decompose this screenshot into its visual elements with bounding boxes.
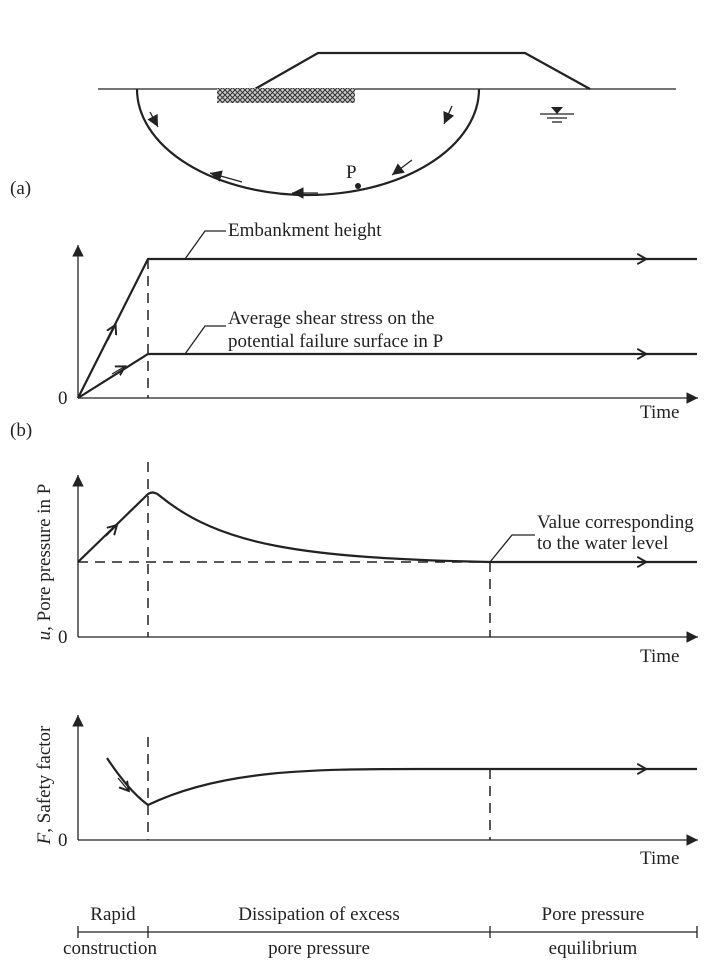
x-axis-label: Time <box>640 646 679 667</box>
panel-pore-pressure: Value corresponding to the water level u… <box>34 462 698 667</box>
water-level <box>540 107 574 123</box>
point-p <box>355 183 361 189</box>
soft-layer <box>217 88 355 103</box>
leader <box>184 325 226 355</box>
failure-surface <box>135 88 481 197</box>
phase-label: Dissipation of excess <box>238 904 399 925</box>
phase-label: Pore pressure <box>542 904 645 925</box>
safety-factor-curve <box>106 757 697 807</box>
panel-a: P (a) <box>10 51 676 199</box>
phase-timeline: Rapid construction Dissipation of excess… <box>63 904 698 959</box>
annotation: Embankment height <box>228 220 382 241</box>
annotation: to the water level <box>537 533 668 554</box>
leader <box>184 230 226 260</box>
pore-pressure-curve <box>77 491 697 564</box>
embankment <box>254 51 591 90</box>
origin-label: 0 <box>58 388 68 409</box>
arc-arrows <box>147 105 455 199</box>
phase-label: pore pressure <box>268 938 370 959</box>
annotation: potential failure surface in P <box>228 331 443 352</box>
x-axis-label: Time <box>640 402 679 423</box>
panel-b: Embankment height Average shear stress o… <box>10 220 698 441</box>
annotation: Average shear stress on the <box>228 308 434 329</box>
timeline-ticks <box>77 926 698 938</box>
point-label: P <box>346 162 357 183</box>
phase-label: construction <box>63 938 157 959</box>
leader <box>489 534 535 563</box>
embankment-height-line <box>77 257 697 399</box>
panel-label: (a) <box>10 178 31 199</box>
x-axis-label: Time <box>640 848 679 869</box>
line-arrows <box>108 259 645 374</box>
panel-safety-factor: F, Safety factor 0 Time <box>34 715 698 869</box>
phase-label: equilibrium <box>549 938 638 959</box>
origin-label: 0 <box>58 627 68 648</box>
y-axis-label: F, Safety factor <box>34 725 55 845</box>
line-arrows <box>105 526 645 562</box>
shear-stress-line <box>77 352 697 399</box>
origin-label: 0 <box>58 830 68 851</box>
y-axis-label: u, Pore pressure in P <box>34 484 55 641</box>
phase-label: Rapid <box>90 904 136 925</box>
line-arrows <box>117 769 645 790</box>
panel-label: (b) <box>10 420 32 441</box>
annotation: Value corresponding <box>537 512 694 533</box>
